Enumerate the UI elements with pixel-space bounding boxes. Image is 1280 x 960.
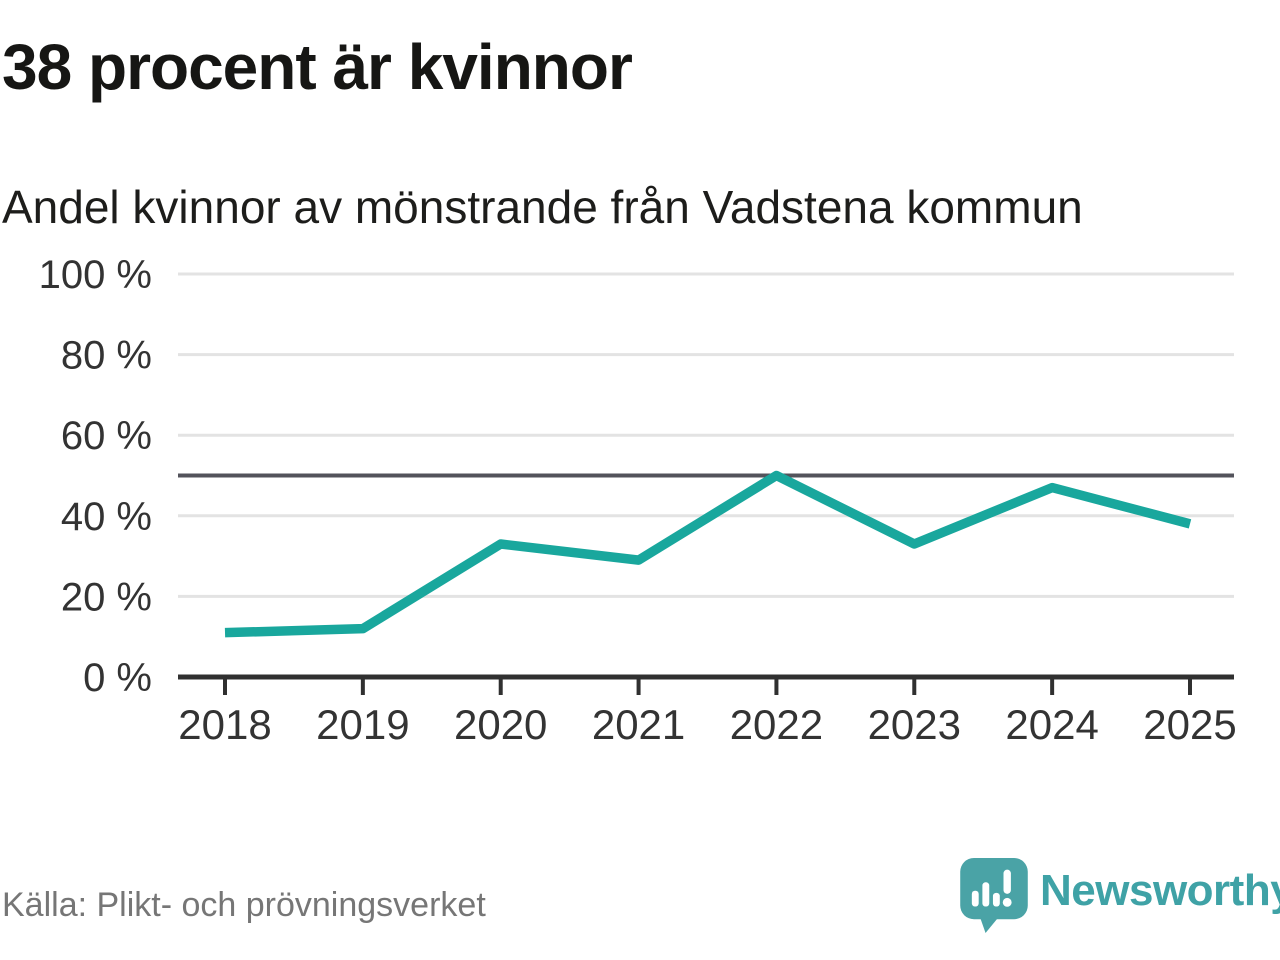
chart-title: 38 procent är kvinnor <box>2 31 633 103</box>
x-tick-label: 2020 <box>454 701 547 748</box>
brand-logo: Newsworthy <box>960 858 1280 934</box>
source-note: Källa: Plikt- och prövningsverket <box>2 886 486 924</box>
y-tick-label: 20 % <box>61 575 152 619</box>
y-tick-label: 40 % <box>61 495 152 539</box>
x-tick-label: 2021 <box>592 701 685 748</box>
y-tick-label: 80 % <box>61 334 152 378</box>
newsworthy-logo-icon <box>960 858 1028 933</box>
x-tick-label: 2019 <box>316 701 409 748</box>
data-line <box>224 470 1192 638</box>
x-tick-label: 2024 <box>1005 701 1098 748</box>
x-tick-label: 2022 <box>730 701 823 748</box>
chart-subtitle: Andel kvinnor av mönstrande från Vadsten… <box>2 181 1083 233</box>
x-tick-label: 2018 <box>178 701 271 748</box>
y-tick-label: 0 % <box>83 656 152 700</box>
brand-wordmark: Newsworthy <box>1040 866 1280 915</box>
x-tick-label: 2023 <box>868 701 961 748</box>
y-tick-label: 60 % <box>61 414 152 458</box>
line-chart: 0 % 20 % 40 % 60 % 80 % 100 % 2018 2019 2020 2021… <box>39 253 1237 748</box>
y-tick-label: 100 % <box>39 253 152 297</box>
x-tick-label: 2025 <box>1143 701 1236 748</box>
